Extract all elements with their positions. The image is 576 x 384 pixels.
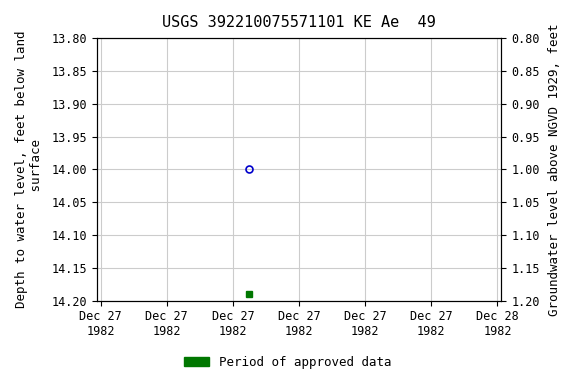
Y-axis label: Depth to water level, feet below land
 surface: Depth to water level, feet below land su… [15, 31, 43, 308]
Title: USGS 392210075571101 KE Ae  49: USGS 392210075571101 KE Ae 49 [162, 15, 436, 30]
Y-axis label: Groundwater level above NGVD 1929, feet: Groundwater level above NGVD 1929, feet [548, 23, 561, 316]
Legend: Period of approved data: Period of approved data [179, 351, 397, 374]
